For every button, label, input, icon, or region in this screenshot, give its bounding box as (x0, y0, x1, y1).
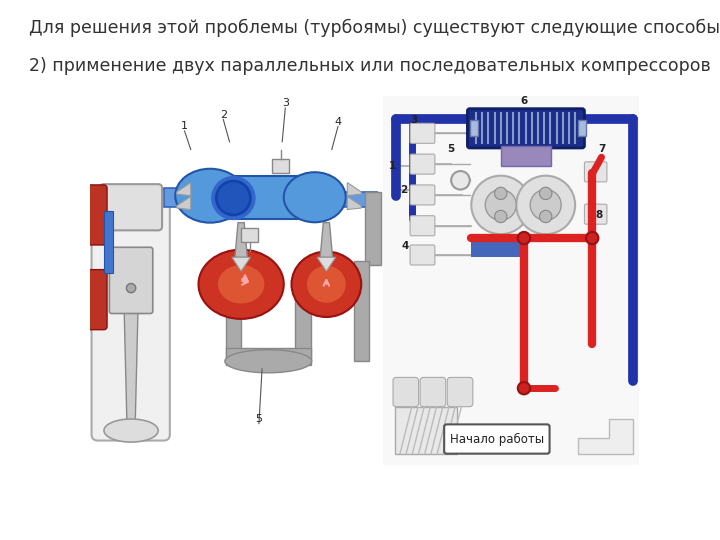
Bar (225, 276, 241, 361)
Bar (469, 120, 477, 136)
Text: 7: 7 (598, 145, 606, 154)
FancyBboxPatch shape (467, 109, 585, 148)
Text: 2: 2 (400, 185, 408, 194)
Polygon shape (320, 222, 333, 257)
Circle shape (518, 232, 530, 244)
Ellipse shape (199, 249, 284, 319)
Polygon shape (232, 257, 251, 271)
Bar (163, 188, 210, 207)
Circle shape (451, 171, 469, 190)
FancyBboxPatch shape (109, 247, 153, 314)
Polygon shape (177, 197, 191, 210)
Ellipse shape (307, 266, 346, 303)
Bar (241, 228, 258, 242)
FancyBboxPatch shape (87, 269, 107, 330)
Polygon shape (177, 183, 191, 195)
Text: 3: 3 (410, 115, 418, 125)
Circle shape (485, 190, 516, 220)
Bar (354, 261, 369, 361)
Ellipse shape (104, 419, 158, 442)
Circle shape (216, 181, 251, 215)
Bar (365, 192, 381, 265)
Text: 3: 3 (282, 98, 289, 109)
Text: 8: 8 (595, 210, 603, 220)
Polygon shape (347, 197, 361, 210)
Bar (295, 276, 311, 361)
Text: Начало работы: Начало работы (450, 433, 544, 446)
FancyBboxPatch shape (100, 184, 162, 231)
Circle shape (495, 187, 507, 200)
Text: Для решения этой проблемы (турбоямы) существуют следующие способы: Для решения этой проблемы (турбоямы) сущ… (29, 19, 720, 37)
Text: 5: 5 (446, 145, 454, 154)
Ellipse shape (218, 265, 264, 303)
FancyBboxPatch shape (585, 162, 607, 182)
Ellipse shape (225, 350, 312, 373)
FancyBboxPatch shape (420, 377, 446, 407)
Bar (338, 192, 377, 207)
Circle shape (518, 382, 530, 394)
Bar (383, 96, 639, 465)
Text: 5: 5 (256, 414, 263, 424)
FancyBboxPatch shape (410, 154, 435, 174)
Bar (500, 146, 551, 166)
Bar (578, 120, 586, 136)
FancyBboxPatch shape (87, 185, 107, 245)
FancyBboxPatch shape (393, 377, 418, 407)
Bar (472, 238, 522, 257)
Polygon shape (347, 183, 361, 195)
Text: 1: 1 (389, 161, 396, 171)
Ellipse shape (175, 168, 245, 222)
FancyBboxPatch shape (585, 204, 607, 224)
Circle shape (516, 176, 575, 234)
Bar (225, 348, 311, 365)
Bar (104, 211, 113, 273)
Bar (395, 408, 456, 454)
Circle shape (530, 190, 561, 220)
Circle shape (472, 176, 530, 234)
Circle shape (586, 232, 598, 244)
Circle shape (539, 187, 552, 200)
FancyBboxPatch shape (91, 190, 170, 441)
Text: 4: 4 (334, 117, 341, 127)
Ellipse shape (292, 252, 361, 317)
FancyBboxPatch shape (410, 215, 435, 236)
Polygon shape (235, 222, 248, 257)
Circle shape (539, 210, 552, 222)
Text: 4: 4 (402, 241, 409, 251)
Polygon shape (124, 307, 138, 434)
Text: 1: 1 (181, 122, 188, 131)
Polygon shape (317, 257, 336, 271)
Text: 2) применение двух параллельных или последовательных компрессоров: 2) применение двух параллельных или посл… (29, 57, 711, 75)
FancyBboxPatch shape (410, 123, 435, 143)
FancyBboxPatch shape (444, 424, 549, 454)
FancyBboxPatch shape (410, 185, 435, 205)
Ellipse shape (284, 172, 346, 222)
Polygon shape (578, 419, 632, 454)
Bar (272, 159, 289, 173)
Text: 2: 2 (220, 110, 227, 120)
Text: 6: 6 (521, 96, 528, 106)
Circle shape (495, 210, 507, 222)
FancyBboxPatch shape (447, 377, 473, 407)
FancyBboxPatch shape (410, 245, 435, 265)
Circle shape (127, 284, 136, 293)
Bar (210, 177, 311, 219)
